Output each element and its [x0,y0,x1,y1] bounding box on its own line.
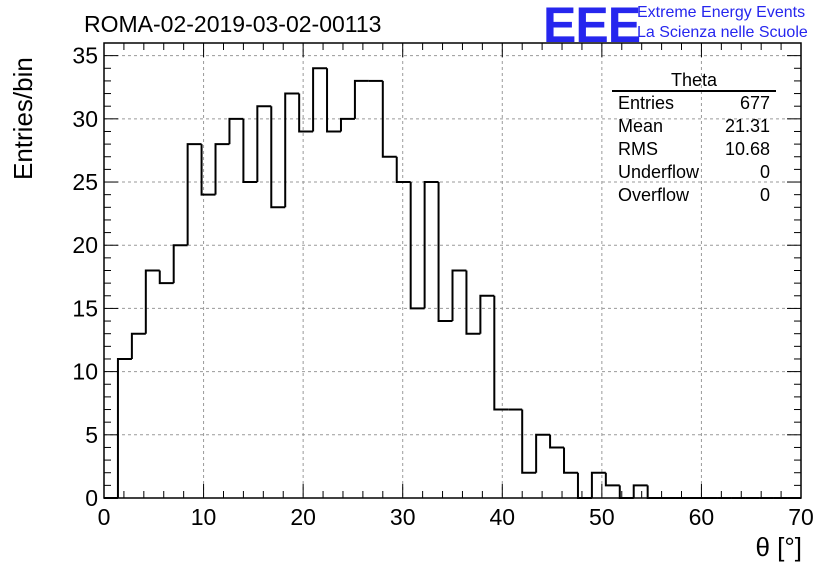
histogram-bin [563,447,578,474]
y-tick-label: 35 [72,43,98,69]
stat-row-mean: Mean 21.31 [612,115,776,138]
x-tick-label: 40 [489,504,515,530]
histogram-bin [186,143,202,246]
y-tick-label: 15 [72,295,98,321]
x-tick-label: 0 [98,504,111,530]
y-tick-label: 30 [72,106,98,132]
stats-title: Theta [612,70,776,92]
histogram-bin [604,472,620,487]
eee-logo-text: Extreme Energy Events La Scienza nelle S… [637,3,808,43]
y-tick-label: 5 [85,422,98,448]
histogram-bin [326,68,341,133]
histogram-bin [130,332,146,359]
histogram-bin [576,472,592,499]
y-axis-label: Entries/bin [8,57,38,180]
histogram-bin [479,294,495,334]
x-tick-label: 20 [290,504,316,530]
y-tick-label: 10 [72,359,98,385]
histogram-bin [465,270,481,335]
histogram-bin [395,156,411,184]
histogram-bin [144,269,160,334]
histogram-bin [549,434,565,449]
histogram-bin [423,181,439,309]
stat-label: Underflow [618,162,700,182]
stat-label: Overflow [618,185,690,205]
histogram-bars [104,67,801,499]
stat-value: 677 [739,93,770,113]
y-tick-label: 0 [85,485,98,511]
stat-value: 0 [759,185,770,205]
axis-ticks [103,42,802,499]
histogram-bin [298,93,314,133]
histogram-bin [339,117,355,132]
y-tick-label: 20 [72,232,98,258]
eee-logo: EEE [543,0,641,53]
histogram-bin [256,105,272,183]
histogram-bin [270,106,286,209]
histogram-bin [381,80,397,158]
x-tick-label: 30 [390,504,416,530]
stat-row-rms: RMS 10.68 [612,138,776,161]
stat-value: 0 [759,162,770,182]
histogram-bin [632,484,648,498]
x-tick-label: 50 [589,504,615,530]
histogram-bin [493,295,509,411]
histogram-bin [521,409,537,474]
x-tick-label: 60 [689,504,715,530]
histogram-bin [158,270,174,285]
histogram-bin [200,144,216,196]
histogram-bin [312,67,328,132]
stat-row-entries: Entries 677 [612,92,776,115]
histogram-bin [353,79,369,119]
run-title: ROMA-02-2019-03-02-00113 [84,11,382,37]
histogram-bin [172,244,188,284]
histogram-bin [535,433,551,473]
stat-label: Mean [618,116,664,136]
histogram-bin [437,182,453,323]
histogram-bin [590,471,606,498]
stat-value: 10.68 [724,139,770,159]
stat-label: Entries [618,93,675,113]
grid-lines [104,43,801,498]
histogram-bin [451,269,467,322]
stat-row-underflow: Underflow 0 [612,161,776,184]
logo-line-2: La Scienza nelle Scuole [637,24,808,41]
histogram-bin [646,485,662,499]
x-tick-label: 70 [788,504,814,530]
histogram-bin [284,92,300,208]
logo-line-1: Extreme Energy Events [637,4,806,21]
x-axis-label: θ [°] [755,532,802,562]
stat-row-overflow: Overflow 0 [612,184,776,207]
tick-labels: 0 10 20 30 40 50 60 70 0 5 10 15 20 25 30 35 [72,43,813,530]
histogram-bin [228,117,244,145]
histogram-bin [409,182,425,310]
y-tick-label: 25 [72,169,98,195]
stat-value: 21.31 [724,116,770,136]
histogram-bin [214,143,230,195]
histogram-bin [242,118,258,184]
stat-label: RMS [618,139,658,159]
histogram-bin [116,357,132,498]
stats-box: Theta Entries 677 Mean 21.31 RMS 10.68 U… [612,70,776,207]
x-tick-label: 10 [191,504,217,530]
